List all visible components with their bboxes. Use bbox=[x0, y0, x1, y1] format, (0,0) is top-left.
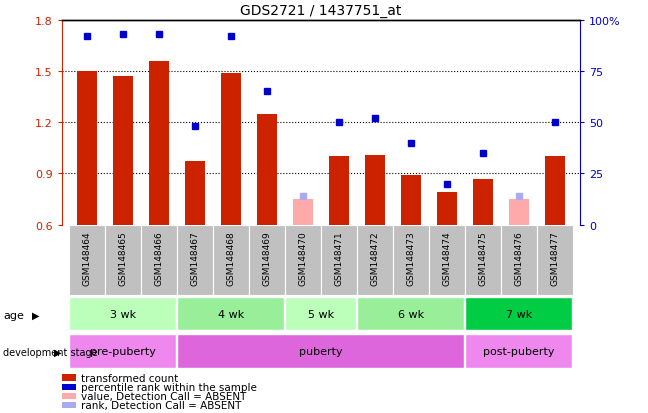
Bar bbox=[257, 114, 277, 225]
Text: percentile rank within the sample: percentile rank within the sample bbox=[81, 382, 257, 392]
Text: 5 wk: 5 wk bbox=[308, 309, 334, 319]
Text: GSM148472: GSM148472 bbox=[370, 231, 379, 285]
Bar bbox=[365, 155, 385, 225]
Text: value, Detection Call = ABSENT: value, Detection Call = ABSENT bbox=[81, 391, 246, 401]
Bar bbox=[501, 225, 537, 295]
Bar bbox=[357, 225, 393, 295]
Bar bbox=[149, 62, 168, 225]
Text: development stage: development stage bbox=[3, 347, 98, 357]
Bar bbox=[509, 199, 529, 225]
Bar bbox=[69, 297, 176, 330]
Bar bbox=[293, 199, 312, 225]
Bar bbox=[213, 225, 249, 295]
Bar bbox=[321, 225, 357, 295]
Bar bbox=[105, 225, 141, 295]
Bar bbox=[401, 176, 421, 225]
Text: ▶: ▶ bbox=[54, 347, 62, 357]
Text: GSM148468: GSM148468 bbox=[226, 231, 235, 285]
Bar bbox=[178, 297, 284, 330]
Bar bbox=[185, 162, 205, 225]
Bar bbox=[545, 157, 564, 225]
Text: GSM148474: GSM148474 bbox=[442, 231, 451, 285]
Bar bbox=[286, 297, 356, 330]
Text: 3 wk: 3 wk bbox=[110, 309, 136, 319]
Bar bbox=[465, 297, 572, 330]
Bar bbox=[77, 72, 97, 225]
Text: GSM148466: GSM148466 bbox=[154, 231, 163, 285]
Text: GSM148470: GSM148470 bbox=[298, 231, 307, 285]
Text: post-puberty: post-puberty bbox=[483, 346, 555, 356]
Bar bbox=[429, 225, 465, 295]
Bar bbox=[473, 179, 492, 225]
Text: 6 wk: 6 wk bbox=[398, 309, 424, 319]
Text: age: age bbox=[3, 310, 24, 320]
Bar bbox=[465, 335, 572, 368]
Bar bbox=[221, 74, 240, 225]
Text: 7 wk: 7 wk bbox=[505, 309, 532, 319]
Text: GSM148473: GSM148473 bbox=[406, 231, 415, 285]
Text: transformed count: transformed count bbox=[81, 373, 178, 383]
Bar bbox=[178, 335, 464, 368]
Bar bbox=[249, 225, 284, 295]
Text: GSM148464: GSM148464 bbox=[82, 231, 91, 285]
Text: GSM148476: GSM148476 bbox=[515, 231, 524, 285]
Text: GSM148465: GSM148465 bbox=[119, 231, 127, 285]
Bar bbox=[284, 225, 321, 295]
Bar bbox=[437, 193, 457, 225]
Text: 4 wk: 4 wk bbox=[218, 309, 244, 319]
Text: GSM148477: GSM148477 bbox=[550, 231, 559, 285]
Text: GSM148467: GSM148467 bbox=[191, 231, 200, 285]
Bar bbox=[141, 225, 177, 295]
Bar bbox=[329, 157, 349, 225]
Text: rank, Detection Call = ABSENT: rank, Detection Call = ABSENT bbox=[81, 400, 241, 410]
Bar bbox=[358, 297, 464, 330]
Text: puberty: puberty bbox=[299, 346, 343, 356]
Text: pre-puberty: pre-puberty bbox=[90, 346, 156, 356]
Text: GSM148475: GSM148475 bbox=[478, 231, 487, 285]
Text: ▶: ▶ bbox=[32, 310, 40, 320]
Bar bbox=[393, 225, 429, 295]
Bar bbox=[177, 225, 213, 295]
Bar bbox=[537, 225, 573, 295]
Bar bbox=[69, 225, 105, 295]
Text: GSM148471: GSM148471 bbox=[334, 231, 343, 285]
Bar bbox=[113, 77, 133, 225]
Text: GSM148469: GSM148469 bbox=[262, 231, 272, 285]
Bar bbox=[465, 225, 501, 295]
Bar bbox=[69, 335, 176, 368]
Title: GDS2721 / 1437751_at: GDS2721 / 1437751_at bbox=[240, 4, 402, 18]
